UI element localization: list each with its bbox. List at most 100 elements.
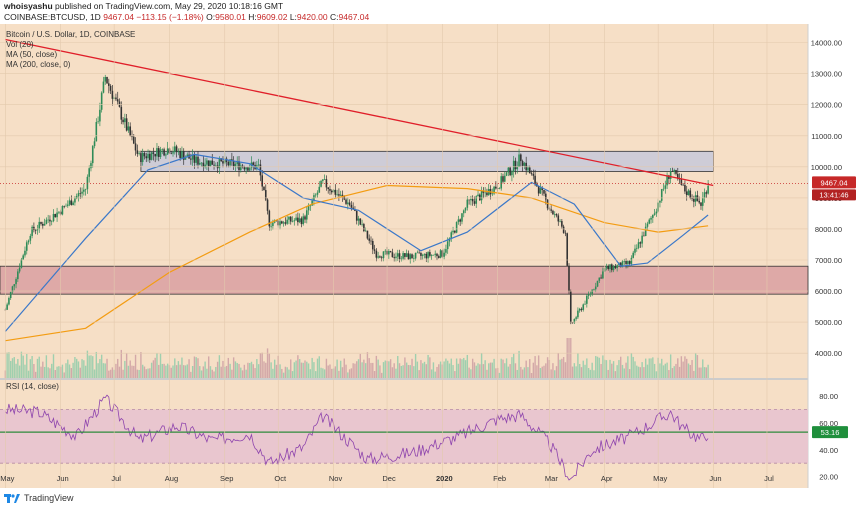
- candle-body: [9, 292, 12, 299]
- footer-brand[interactable]: TradingView: [24, 493, 74, 503]
- volume-bar: [188, 359, 190, 378]
- volume-bar: [480, 353, 483, 378]
- volume-bar: [448, 363, 451, 378]
- volume-bar: [598, 357, 601, 378]
- volume-bar: [122, 369, 124, 378]
- candle-body: [311, 200, 313, 206]
- volume-bar: [288, 369, 290, 378]
- candle-body: [464, 207, 467, 211]
- volume-bar: [429, 357, 431, 378]
- volume-bar: [664, 363, 667, 378]
- candle-body: [521, 161, 524, 166]
- volume-bar: [486, 369, 488, 378]
- candle-body: [395, 256, 397, 258]
- candle-body: [409, 254, 412, 260]
- candle-body: [503, 175, 506, 182]
- volume-bar: [106, 358, 108, 378]
- candle-body: [122, 119, 124, 123]
- volume-bar: [206, 368, 208, 378]
- candle-body: [84, 189, 87, 190]
- candle-body: [646, 223, 649, 227]
- volume-bar: [222, 360, 224, 378]
- candle-body: [264, 190, 267, 200]
- candle-body: [380, 257, 383, 259]
- candle-body: [159, 149, 162, 157]
- volume-bar: [686, 358, 688, 378]
- volume-bar: [225, 365, 228, 378]
- volume-bar: [347, 372, 349, 378]
- candle-body: [373, 249, 376, 251]
- candle-body: [404, 253, 406, 257]
- volume-bar: [250, 361, 253, 378]
- candle-body: [165, 154, 167, 156]
- candle-body: [341, 194, 344, 197]
- volume-bar: [295, 360, 297, 378]
- candle-body: [427, 252, 429, 259]
- candle-body: [650, 217, 652, 220]
- volume-bar: [454, 371, 456, 378]
- volume-bar: [652, 357, 654, 378]
- candle-body: [52, 213, 55, 222]
- candle-body: [675, 170, 677, 174]
- time-tick-label: Aug: [165, 474, 178, 483]
- volume-bar: [22, 355, 24, 378]
- volume-bar: [621, 364, 624, 378]
- candle-body: [56, 212, 58, 218]
- candle-body: [231, 159, 233, 161]
- volume-bar: [532, 362, 535, 378]
- volume-bar: [655, 371, 658, 378]
- volume-bar: [425, 364, 427, 378]
- candle-body: [582, 304, 585, 310]
- volume-bar: [543, 365, 545, 378]
- volume-bar: [459, 358, 461, 378]
- volume-bar: [336, 359, 338, 378]
- volume-bar: [464, 360, 467, 378]
- volume-bar: [211, 369, 213, 378]
- volume-bar: [678, 366, 681, 378]
- tradingview-logo-icon[interactable]: [4, 492, 20, 504]
- volume-bar: [573, 363, 576, 378]
- publish-info: whoisyashu published on TradingView.com,…: [4, 1, 283, 11]
- volume-bar: [379, 365, 381, 378]
- rsi-tick-label: 20.00: [819, 473, 838, 482]
- volume-bar: [468, 367, 470, 378]
- time-tick-label: Oct: [274, 474, 287, 483]
- candle-body: [434, 253, 437, 255]
- trendline[interactable]: [5, 38, 714, 187]
- candle-body: [248, 167, 251, 171]
- candle-body: [354, 209, 356, 211]
- volume-bar: [36, 358, 39, 378]
- volume-bar: [430, 369, 433, 378]
- candle-body: [698, 200, 700, 203]
- volume-bar: [339, 360, 342, 378]
- candle-body: [605, 266, 608, 269]
- volume-bar: [541, 366, 543, 378]
- volume-bar: [323, 369, 326, 378]
- volume-bar: [240, 367, 242, 378]
- candle-body: [480, 190, 483, 201]
- candle-body: [470, 199, 472, 201]
- volume-bar: [411, 358, 413, 378]
- candle-body: [40, 221, 42, 224]
- author-name[interactable]: whoisyashu: [4, 1, 53, 11]
- volume-bar: [398, 363, 401, 378]
- candle-body: [45, 219, 48, 224]
- candle-body: [236, 161, 239, 165]
- price-chart[interactable]: 14000.00 13000.00 12000.00 11000.00 10000.00…: [0, 24, 860, 488]
- volume-bar: [482, 364, 485, 378]
- volume-bar: [149, 368, 151, 378]
- candle-body: [676, 173, 679, 179]
- volume-bar: [493, 358, 495, 378]
- volume-bar: [117, 358, 119, 378]
- candle-body: [379, 256, 381, 258]
- volume-bar: [158, 364, 160, 378]
- candle-body: [109, 85, 112, 91]
- volume-bar: [266, 348, 269, 378]
- candle-body: [361, 224, 363, 225]
- volume-bar: [24, 364, 26, 378]
- candle-body: [329, 188, 331, 191]
- volume-bar: [174, 358, 176, 378]
- candle-body: [36, 228, 39, 231]
- ma50-line: [4, 153, 709, 332]
- candle-body: [628, 261, 631, 264]
